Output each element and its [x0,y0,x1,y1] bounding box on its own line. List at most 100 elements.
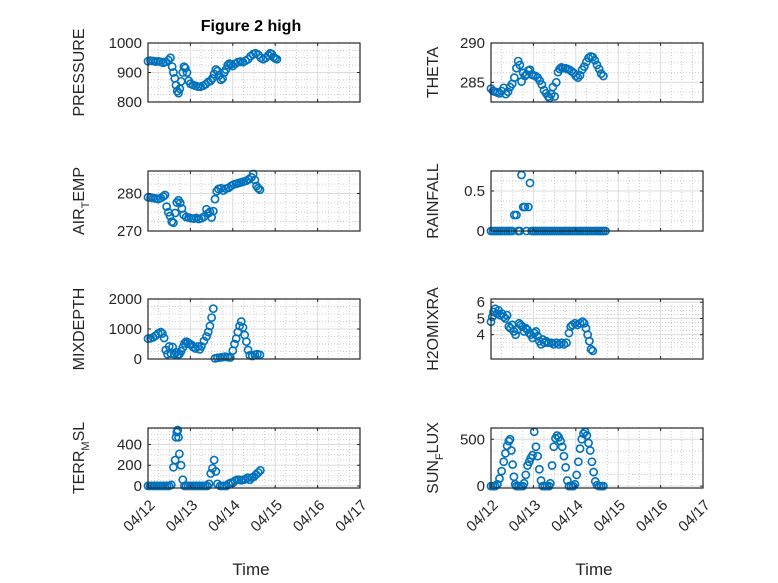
y-tick-label: 1000 [109,35,142,52]
data-point [159,333,169,343]
data-point [508,460,518,469]
data-point [521,470,531,480]
data-point [579,318,589,328]
axes-box [147,427,361,489]
y-tick-label: 6 [477,294,485,311]
data-point [533,451,543,461]
data-series [486,427,608,491]
data-point [160,190,170,200]
data-series [486,51,608,103]
data-point [172,198,182,207]
data-series [143,169,265,228]
data-point [525,178,535,188]
data-point [202,481,212,491]
axes-box [490,298,704,360]
y-axis-label-main: RAINFALL [425,163,442,239]
data-point [495,474,504,484]
data-point [499,457,509,467]
data-point [243,345,253,355]
data-point [211,467,221,476]
y-tick-label: 285 [460,74,485,91]
y-tick-label: 200 [117,457,142,474]
data-point [587,457,597,467]
data-point [573,457,583,467]
data-point [253,468,263,477]
y-axis-label: RAINFALL [425,163,442,239]
y-axis-label: TERRMSL [71,422,92,494]
data-point [180,63,190,73]
y-tick-label: 800 [117,94,142,111]
data-point [573,73,583,83]
data-point [506,446,516,455]
data-point [559,451,569,461]
data-point [519,478,529,488]
data-point [182,68,192,77]
y-tick-label: 4 [477,327,485,344]
subplot-4: 0 0.5 RAINFALL [425,163,704,240]
y-axis-label-suffix: SL [71,422,88,442]
data-point [170,455,180,465]
y-axis-label-main: AIR [71,208,88,235]
data-point [169,68,178,77]
y-tick-label: 280 [117,186,142,203]
data-point [579,62,589,71]
y-axis-label-main: SUN [425,460,442,494]
data-point [505,434,515,444]
data-point [598,71,608,81]
tick-marks [147,42,361,103]
axes-box [490,170,704,232]
subplot-2: 285 290 THETA [425,35,704,103]
data-series [486,304,598,356]
y-axis-label-main: PRESSURE [71,28,88,116]
data-point [210,194,220,204]
data-point [511,330,520,340]
subplot-5: 0 1000 2000 MIXDEPTH [71,288,361,370]
y-axis-label-main: THETA [425,47,442,99]
y-tick-label: 1000 [109,321,142,338]
data-point [193,82,203,92]
data-point [174,449,184,459]
data-point [512,210,521,220]
data-point [253,183,263,193]
data-point [158,192,168,201]
data-point [502,310,512,320]
y-tick-label: 5 [477,310,485,327]
y-tick-label: 900 [117,65,142,82]
data-point [534,464,544,474]
y-tick-label: 0 [477,223,485,240]
data-point [166,53,175,63]
data-point [250,175,260,185]
data-point [551,77,561,87]
y-axis-label-suffix: LUX [425,422,442,453]
data-point [209,455,219,465]
tick-marks [490,299,704,359]
tick-marks [490,42,704,102]
data-point [589,467,599,477]
y-tick-label: 270 [117,223,142,240]
data-point [175,198,185,208]
data-point [163,55,173,65]
y-axis-label: AIRTEMP [71,167,92,235]
data-point [531,327,541,336]
data-point [571,71,581,81]
data-point [174,432,183,442]
data-point [203,327,213,337]
y-axis-label-main: H2OMIXRA [425,287,442,371]
data-point [272,54,282,64]
data-point [199,336,209,346]
data-point [167,62,177,71]
data-point [523,202,533,212]
data-point [545,478,555,488]
data-point [598,481,608,491]
data-point [503,87,513,97]
axes-box [490,42,704,103]
y-axis-label: SUNFLUX [425,422,446,494]
data-point [568,481,578,491]
y-axis-label: PRESSURE [71,28,88,116]
data-point [557,442,567,452]
data-point [174,88,183,98]
data-point [162,202,172,212]
data-point [255,466,265,475]
data-point [158,329,167,338]
